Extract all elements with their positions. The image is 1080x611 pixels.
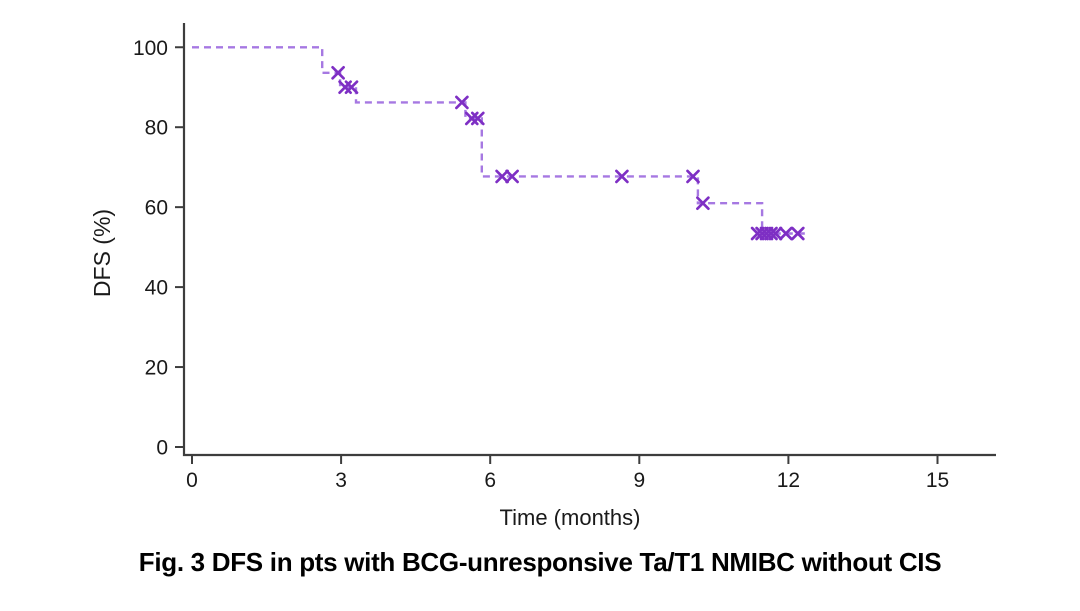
x-axis-title: Time (months) [500,505,641,530]
censor-mark [470,111,485,126]
km-step-curve [192,46,806,235]
censor-mark [615,169,629,184]
censor-mark [505,169,519,184]
y-axis-tick-label: 20 [145,357,168,380]
y-axis-tick-label: 0 [156,437,168,460]
y-axis-tick-label: 100 [133,37,168,60]
censor-mark [455,95,469,110]
chart-layer: 0 20 40 60 80 100 0 3 6 9 12 15 [133,23,996,492]
x-axis-tick-label: 15 [926,469,949,492]
censor-mark [764,226,778,241]
y-axis-tick-label: 60 [145,197,168,220]
x-axis-tick-label: 12 [777,469,800,492]
censor-mark [696,196,710,211]
censor-mark [495,169,509,184]
figure-caption: Fig. 3 DFS in pts with BCG-unresponsive … [138,547,942,577]
y-axis-tick-label: 40 [145,277,168,300]
km-chart: 0 20 40 60 80 100 0 3 6 9 12 15 DFS (%) Time (month… [89,23,996,530]
y-axis-tick-label: 80 [145,117,168,140]
censor-mark [331,65,345,80]
censor-mark [344,80,359,95]
censor-mark [686,169,700,184]
censor-mark [768,226,783,241]
censor-mark [779,226,793,241]
censor-mark [790,226,805,241]
x-axis-tick-label: 6 [484,469,496,492]
x-axis-tick-label: 3 [335,469,347,492]
x-axis-tick-label: 9 [633,469,645,492]
y-axis-title: DFS (%) [89,209,115,297]
x-axis-tick-label: 0 [186,469,198,492]
axes-frame [182,23,996,457]
